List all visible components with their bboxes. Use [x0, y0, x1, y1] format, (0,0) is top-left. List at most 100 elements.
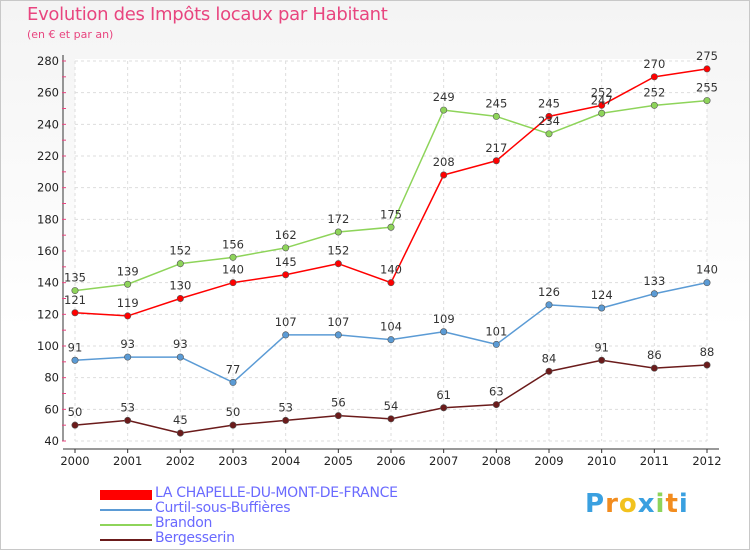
data-point	[282, 331, 290, 339]
data-point	[334, 260, 342, 268]
data-label: 109	[433, 312, 455, 326]
data-label: 152	[169, 244, 191, 258]
legend-label-brandon: Brandon	[155, 515, 213, 531]
legend-swatch-brandon	[100, 523, 152, 526]
data-point	[124, 353, 132, 361]
logo-letter: r	[605, 489, 619, 519]
data-point	[650, 73, 658, 81]
data-label: 234	[538, 114, 560, 128]
y-tick-label: 120	[37, 307, 59, 321]
data-point	[387, 415, 395, 423]
chart-title: Evolution des Impôts locaux par Habitant	[27, 4, 388, 25]
data-label: 255	[696, 81, 718, 95]
data-point	[545, 367, 553, 375]
data-point	[176, 260, 184, 268]
x-tick-label: 2012	[692, 454, 721, 468]
legend-label-curtil: Curtil-sous-Buffières	[155, 500, 291, 516]
data-label: 252	[591, 85, 613, 99]
data-label: 119	[117, 296, 139, 310]
data-point	[387, 223, 395, 231]
data-label: 245	[485, 96, 507, 110]
data-label: 121	[64, 293, 86, 307]
y-tick-label: 40	[44, 434, 59, 448]
x-tick-label: 2005	[324, 454, 353, 468]
data-label: 135	[64, 271, 86, 285]
data-point	[545, 112, 553, 120]
data-point	[492, 157, 500, 165]
y-tick-label: 220	[37, 149, 59, 163]
data-point	[703, 361, 711, 369]
data-point	[440, 404, 448, 412]
y-tick-label: 240	[37, 117, 59, 131]
data-point	[124, 280, 132, 288]
data-point	[71, 287, 79, 295]
y-tick-label: 260	[37, 86, 59, 100]
data-point	[229, 279, 237, 287]
data-label: 140	[222, 263, 244, 277]
logo-letter: o	[618, 489, 638, 519]
data-point	[387, 279, 395, 287]
x-tick-label: 2008	[482, 454, 511, 468]
data-point	[176, 353, 184, 361]
data-label: 45	[173, 413, 188, 427]
data-label: 252	[643, 85, 665, 99]
data-label: 86	[647, 348, 662, 362]
data-point	[282, 271, 290, 279]
data-label: 172	[327, 212, 349, 226]
data-label: 77	[226, 362, 241, 376]
x-tick-label: 2007	[429, 454, 458, 468]
proxiti-logo: Proxiti	[585, 489, 689, 519]
y-tick-label: 200	[37, 181, 59, 195]
data-point	[282, 244, 290, 252]
data-point	[334, 331, 342, 339]
data-point	[176, 429, 184, 437]
y-tick-label: 60	[44, 402, 59, 416]
data-point	[440, 328, 448, 336]
data-point	[703, 279, 711, 287]
data-label: 61	[436, 388, 451, 402]
data-label: 84	[542, 351, 557, 365]
data-label: 126	[538, 285, 560, 299]
data-label: 53	[120, 400, 135, 414]
data-label: 275	[696, 49, 718, 63]
data-point	[440, 171, 448, 179]
x-tick-label: 2010	[587, 454, 616, 468]
y-tick-label: 140	[37, 276, 59, 290]
logo-letter: i	[678, 489, 689, 519]
data-label: 54	[384, 399, 399, 413]
data-point	[124, 312, 132, 320]
data-label: 133	[643, 274, 665, 288]
data-point	[650, 290, 658, 298]
data-label: 140	[380, 263, 402, 277]
data-point	[492, 340, 500, 348]
data-label: 53	[278, 400, 293, 414]
data-label: 88	[700, 345, 715, 359]
logo-letter: t	[665, 489, 679, 519]
legend-label-la-chapelle: LA CHAPELLE-DU-MONT-DE-FRANCE	[155, 485, 398, 501]
data-point	[598, 304, 606, 312]
y-tick-label: 100	[37, 339, 59, 353]
legend-label-bergesserin: Bergesserin	[155, 530, 235, 546]
data-point	[229, 421, 237, 429]
data-point	[492, 112, 500, 120]
data-label: 152	[327, 244, 349, 258]
data-point	[71, 356, 79, 364]
y-tick-label: 160	[37, 244, 59, 258]
x-tick-label: 2006	[376, 454, 405, 468]
data-point	[545, 130, 553, 138]
data-label: 50	[226, 405, 241, 419]
data-label: 156	[222, 237, 244, 251]
legend-swatch-bergesserin	[100, 538, 152, 541]
data-label: 104	[380, 320, 402, 334]
data-point	[440, 106, 448, 114]
data-point	[71, 421, 79, 429]
data-label: 63	[489, 385, 504, 399]
data-label: 270	[643, 57, 665, 71]
x-tick-label: 2011	[640, 454, 669, 468]
data-label: 93	[173, 337, 188, 351]
data-label: 145	[275, 255, 297, 269]
data-label: 208	[433, 155, 455, 169]
y-tick-label: 280	[37, 54, 59, 68]
data-point	[545, 301, 553, 309]
